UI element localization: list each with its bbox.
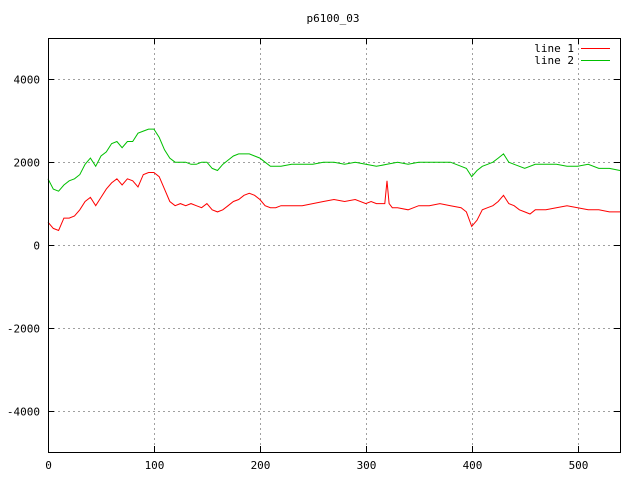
- y-tick-label: 0: [33, 240, 40, 253]
- series-line-2: [47, 128, 621, 192]
- y-tick-label: 4000: [14, 74, 41, 87]
- series-line-1: [47, 172, 620, 232]
- legend-label-1: line 1: [534, 42, 574, 55]
- y-tick-label: 2000: [14, 157, 41, 170]
- axis-ticks: -4000 -2000 0 2000 4000 0 100 200 300 400 500: [7, 38, 620, 472]
- x-tick-label: 200: [251, 459, 271, 472]
- x-tick-label: 500: [569, 459, 589, 472]
- y-tick-label: -4000: [7, 406, 40, 419]
- x-tick-label: 400: [463, 459, 483, 472]
- grid-lines: [48, 38, 620, 452]
- series-lines: [47, 128, 621, 232]
- x-tick-label: 100: [145, 459, 165, 472]
- x-tick-label: 300: [357, 459, 377, 472]
- plot-frame: [48, 38, 621, 453]
- legend-label-2: line 2: [534, 54, 574, 67]
- x-tick-label: 0: [45, 459, 52, 472]
- y-tick-label: -2000: [7, 323, 40, 336]
- chart-title: p6100_03: [307, 12, 360, 25]
